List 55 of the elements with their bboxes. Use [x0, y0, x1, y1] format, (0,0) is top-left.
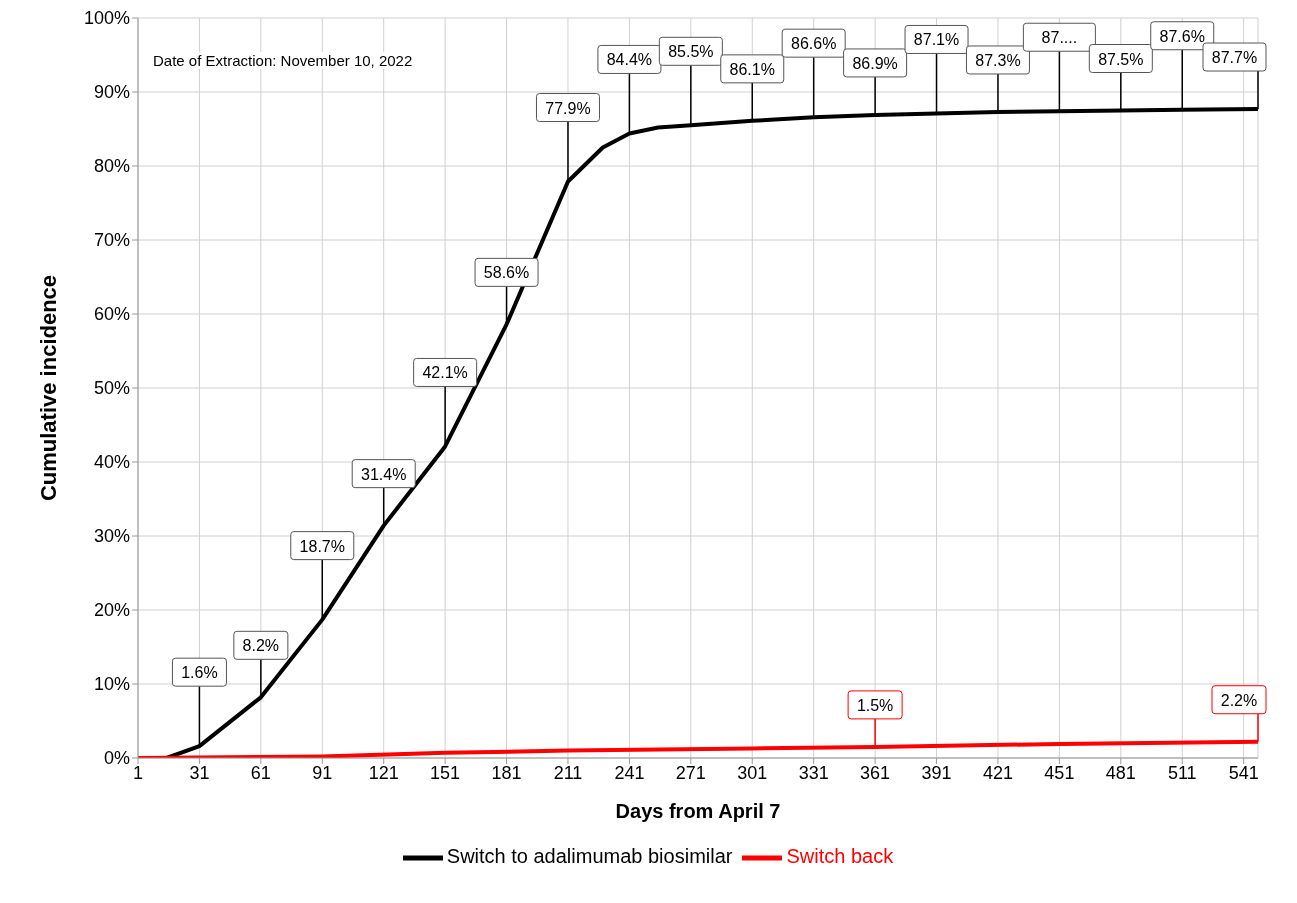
legend-label: Switch back — [786, 845, 894, 868]
y-tick-label: 10% — [93, 674, 130, 695]
data-label: 1.6% — [181, 664, 218, 682]
annotation: Date of Extraction: November 10, 2022 — [153, 52, 413, 69]
x-tick-label: 481 — [1105, 762, 1136, 783]
data-label: 87.1% — [913, 31, 960, 49]
data-label: 77.9% — [545, 99, 591, 117]
data-label: 86.9% — [852, 54, 898, 72]
data-label: 86.6% — [791, 35, 837, 53]
data-label: 87.3% — [975, 51, 1021, 69]
x-tick-label: 511 — [1167, 762, 1197, 783]
data-label: 85.5% — [668, 43, 714, 61]
x-tick-label: 331 — [798, 762, 829, 783]
x-tick-label: 541 — [1228, 762, 1259, 783]
x-tick-label: 421 — [982, 762, 1013, 783]
y-tick-label: 0% — [103, 748, 130, 769]
x-tick-label: 301 — [737, 762, 768, 783]
data-label: 87.7% — [1211, 49, 1258, 67]
x-tick-label: 361 — [860, 762, 891, 783]
x-tick-label: 121 — [368, 762, 399, 783]
data-label: 86.1% — [729, 60, 775, 78]
x-tick-label: 151 — [430, 762, 461, 783]
x-tick-label: 91 — [312, 762, 333, 783]
x-tick-label: 31 — [189, 762, 210, 783]
data-label: 8.2% — [242, 637, 280, 655]
data-label: 87.... — [1041, 29, 1078, 47]
y-axis-title: Cumulative incidence — [35, 274, 61, 502]
data-label: 84.4% — [606, 51, 653, 69]
y-tick-label: 100% — [83, 8, 130, 29]
x-tick-label: 211 — [553, 762, 583, 783]
x-tick-label: 451 — [1044, 762, 1075, 783]
y-tick-label: 30% — [93, 526, 130, 547]
data-label: 58.6% — [483, 264, 530, 282]
x-tick-label: 61 — [250, 762, 271, 783]
y-tick-label: 20% — [93, 600, 130, 621]
x-tick-label: 181 — [491, 762, 522, 783]
data-label: 18.7% — [299, 537, 345, 555]
data-label: 31.4% — [361, 465, 407, 483]
data-label: 87.5% — [1098, 50, 1144, 68]
y-tick-label: 50% — [93, 378, 130, 399]
legend-label: Switch to adalimumab biosimilar — [446, 845, 733, 868]
x-axis-title: Days from April 7 — [615, 800, 781, 822]
y-tick-label: 60% — [93, 304, 130, 325]
y-tick-label: 80% — [93, 156, 130, 177]
y-tick-label: 90% — [93, 82, 130, 103]
y-tick-label: 70% — [93, 230, 130, 251]
x-tick-label: 391 — [921, 762, 952, 783]
data-label: 2.2% — [1220, 691, 1258, 709]
x-tick-label: 241 — [614, 762, 645, 783]
data-label: 1.5% — [856, 696, 894, 714]
x-tick-label: 1 — [132, 762, 144, 783]
y-tick-label: 40% — [93, 452, 130, 473]
data-label: 42.1% — [422, 364, 468, 382]
data-label: 87.6% — [1159, 27, 1205, 45]
x-tick-label: 271 — [675, 762, 706, 783]
